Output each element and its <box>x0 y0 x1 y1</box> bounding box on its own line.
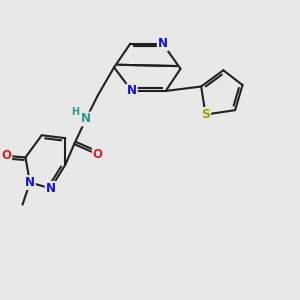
Text: O: O <box>1 149 11 162</box>
Text: H: H <box>72 106 80 117</box>
Text: S: S <box>201 108 210 121</box>
Text: N: N <box>81 112 91 125</box>
Text: N: N <box>46 182 56 195</box>
Text: N: N <box>158 37 168 50</box>
Text: N: N <box>25 176 35 189</box>
Text: N: N <box>127 84 137 98</box>
Text: O: O <box>93 148 103 161</box>
